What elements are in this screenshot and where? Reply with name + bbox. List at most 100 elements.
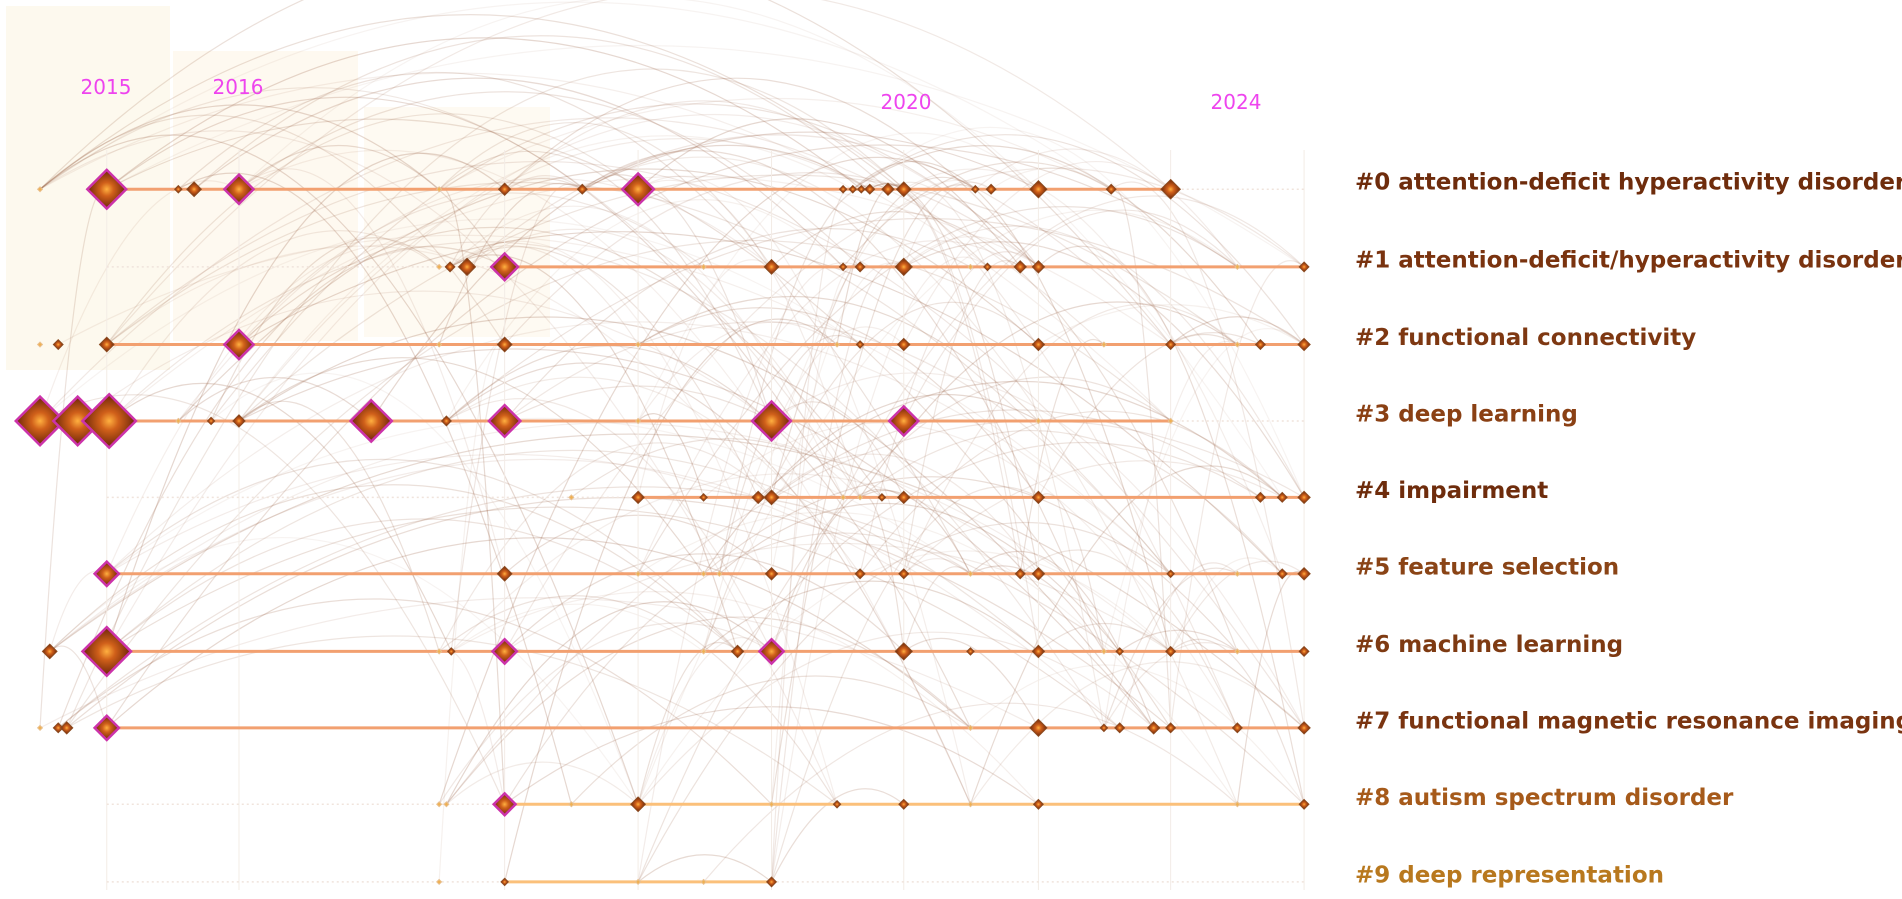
citation-arc: [718, 334, 861, 574]
node: [487, 403, 523, 439]
citation-arc: [637, 175, 972, 805]
citation-arc: [177, 168, 1039, 422]
citation-arc: [210, 103, 1039, 422]
citation-arc: [66, 497, 1172, 729]
year-label: 2015: [81, 75, 132, 99]
citation-arc: [446, 398, 773, 652]
citation-arc: [859, 410, 1283, 575]
node: [80, 625, 133, 678]
node: [700, 878, 707, 886]
citation-arc: [903, 241, 1305, 498]
citation-arc: [108, 382, 452, 652]
citation-arc: [1110, 181, 1305, 728]
citation-arc: [438, 649, 506, 805]
node: [856, 184, 866, 194]
citation-arc: [852, 134, 1305, 345]
node: [1231, 722, 1243, 734]
node: [173, 184, 183, 194]
node: [41, 643, 58, 660]
node: [1031, 490, 1046, 505]
citation-arc: [903, 637, 1039, 729]
citation-arc: [703, 580, 1039, 652]
citation-arc: [1103, 328, 1305, 652]
node: [440, 415, 452, 427]
citation-arc: [637, 413, 705, 498]
citation-arc: [1170, 334, 1238, 346]
background-panels: [6, 6, 550, 370]
citation-arc: [869, 183, 1040, 652]
node: [1234, 570, 1241, 577]
node: [967, 724, 974, 731]
citation-arc: [970, 550, 1155, 729]
citation-arc: [582, 131, 1039, 190]
node: [1276, 568, 1288, 580]
citation-arc: [860, 126, 1305, 498]
citation-arc: [571, 437, 883, 498]
citation-arc: [504, 553, 905, 652]
node: [855, 340, 865, 349]
node: [98, 336, 115, 353]
node: [967, 570, 974, 577]
citation-arc: [1037, 245, 1305, 805]
citation-arc: [106, 518, 738, 652]
citation-arc: [106, 245, 772, 498]
node: [1298, 798, 1310, 810]
citation-arc: [39, 1, 1112, 190]
node: [568, 801, 575, 808]
node: [967, 263, 974, 271]
node: [457, 257, 477, 277]
citation-arc: [637, 206, 1238, 575]
node: [1115, 647, 1125, 656]
node: [36, 724, 44, 731]
node: [896, 337, 911, 352]
citation-arc: [238, 226, 883, 498]
node: [85, 168, 128, 211]
citation-arc: [969, 465, 1283, 805]
citation-arc: [449, 175, 583, 268]
citation-arc: [238, 316, 1155, 729]
citation-arc: [770, 187, 854, 882]
citation-arc: [108, 241, 1105, 729]
node: [967, 801, 974, 808]
citation-arc: [177, 376, 372, 422]
citation-arc: [438, 97, 1112, 190]
citation-arc: [450, 183, 583, 652]
citation-arc: [438, 182, 583, 345]
node: [895, 181, 912, 198]
node: [634, 341, 642, 348]
citation-arc: [77, 290, 861, 498]
node: [1031, 567, 1046, 581]
citation-arc: [969, 661, 1305, 805]
citation-arc: [903, 236, 1039, 268]
node: [1029, 718, 1048, 738]
cluster-label: #2 functional connectivity: [1355, 325, 1696, 351]
citation-arc: [718, 184, 889, 574]
citation-arc: [446, 761, 639, 805]
node: [833, 341, 841, 348]
node: [36, 341, 44, 348]
citation-arc: [449, 240, 838, 805]
citation-arc: [637, 307, 1039, 498]
cluster-label: #7 functional magnetic resonance imaging: [1355, 708, 1902, 734]
citation-arc: [39, 0, 1172, 345]
node: [896, 490, 911, 505]
node: [631, 490, 645, 505]
citation-arc: [637, 511, 1238, 805]
citation-arc: [770, 195, 1305, 652]
citation-arc: [1038, 304, 1305, 346]
citation-arc: [859, 429, 1283, 575]
node: [765, 876, 778, 888]
citation-arc: [238, 348, 1155, 729]
node: [838, 184, 848, 194]
citation-arc: [504, 77, 1039, 268]
citation-arc: [449, 246, 759, 498]
citation-arc: [1170, 557, 1283, 652]
citation-arc: [238, 145, 506, 268]
citation-arc: [39, 597, 1039, 729]
node: [1234, 263, 1241, 271]
citation-arc: [637, 295, 1039, 422]
node: [436, 648, 443, 655]
citation-arc: [370, 144, 871, 422]
citation-arc: [903, 225, 1305, 498]
